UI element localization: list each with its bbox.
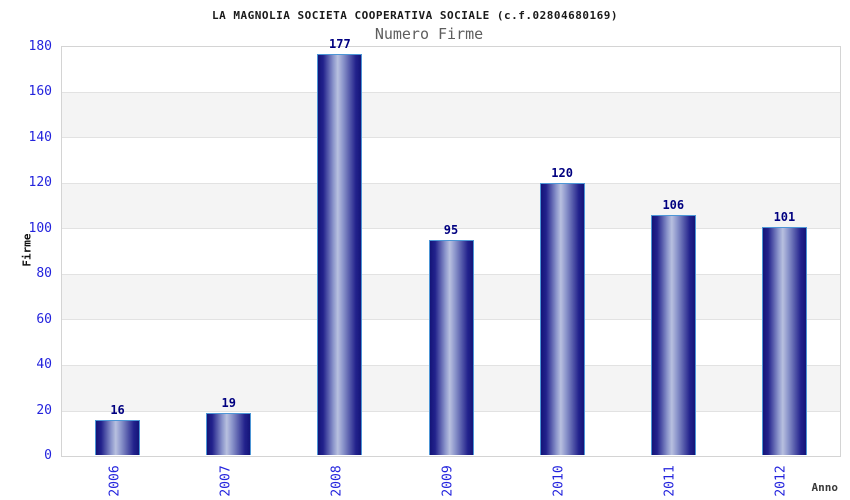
y-tick-label: 40 (36, 357, 52, 373)
bar (428, 240, 474, 455)
bar-value-label: 95 (443, 223, 459, 238)
grid-band (62, 137, 840, 183)
y-tick-label: 160 (28, 84, 52, 100)
y-tick-label: 120 (28, 175, 52, 191)
x-tick-label: 2012 (773, 465, 789, 497)
x-tick-label: 2007 (218, 465, 234, 497)
y-tick-label: 0 (44, 448, 52, 463)
chart-title: LA MAGNOLIA SOCIETA COOPERATIVA SOCIALE … (212, 9, 618, 22)
bar-value-label: 16 (110, 402, 125, 417)
y-tick-label: 180 (28, 39, 52, 54)
x-axis-title: Anno (811, 481, 839, 494)
bar-value-label: 177 (329, 36, 351, 51)
y-tick-label: 80 (36, 266, 52, 282)
bar-value-label: 19 (221, 395, 236, 410)
bar-value-label: 106 (662, 198, 685, 213)
bar (95, 419, 141, 455)
y-tick-label: 100 (28, 220, 52, 236)
y-tick-label: 140 (28, 129, 52, 145)
x-tick-label: 2008 (329, 465, 345, 497)
x-tick-label: 2011 (662, 465, 678, 497)
plot-area (61, 46, 841, 457)
x-tick-label: 2006 (107, 465, 123, 497)
grid-band (62, 91, 840, 138)
bar-value-label: 101 (773, 209, 796, 224)
x-tick-label: 2010 (551, 465, 567, 497)
bar-value-label: 120 (551, 166, 573, 181)
bar (761, 226, 807, 455)
bar (539, 183, 585, 455)
grid-band (62, 47, 840, 92)
y-tick-label: 60 (36, 311, 52, 327)
chart-subtitle: Numero Firme (374, 25, 484, 43)
y-axis-title: Firme (20, 233, 34, 267)
grid-band (62, 182, 840, 229)
bar (317, 53, 363, 455)
bar (650, 215, 696, 455)
bar (206, 412, 252, 455)
x-tick-label: 2009 (440, 465, 456, 497)
y-tick-label: 20 (36, 402, 52, 418)
